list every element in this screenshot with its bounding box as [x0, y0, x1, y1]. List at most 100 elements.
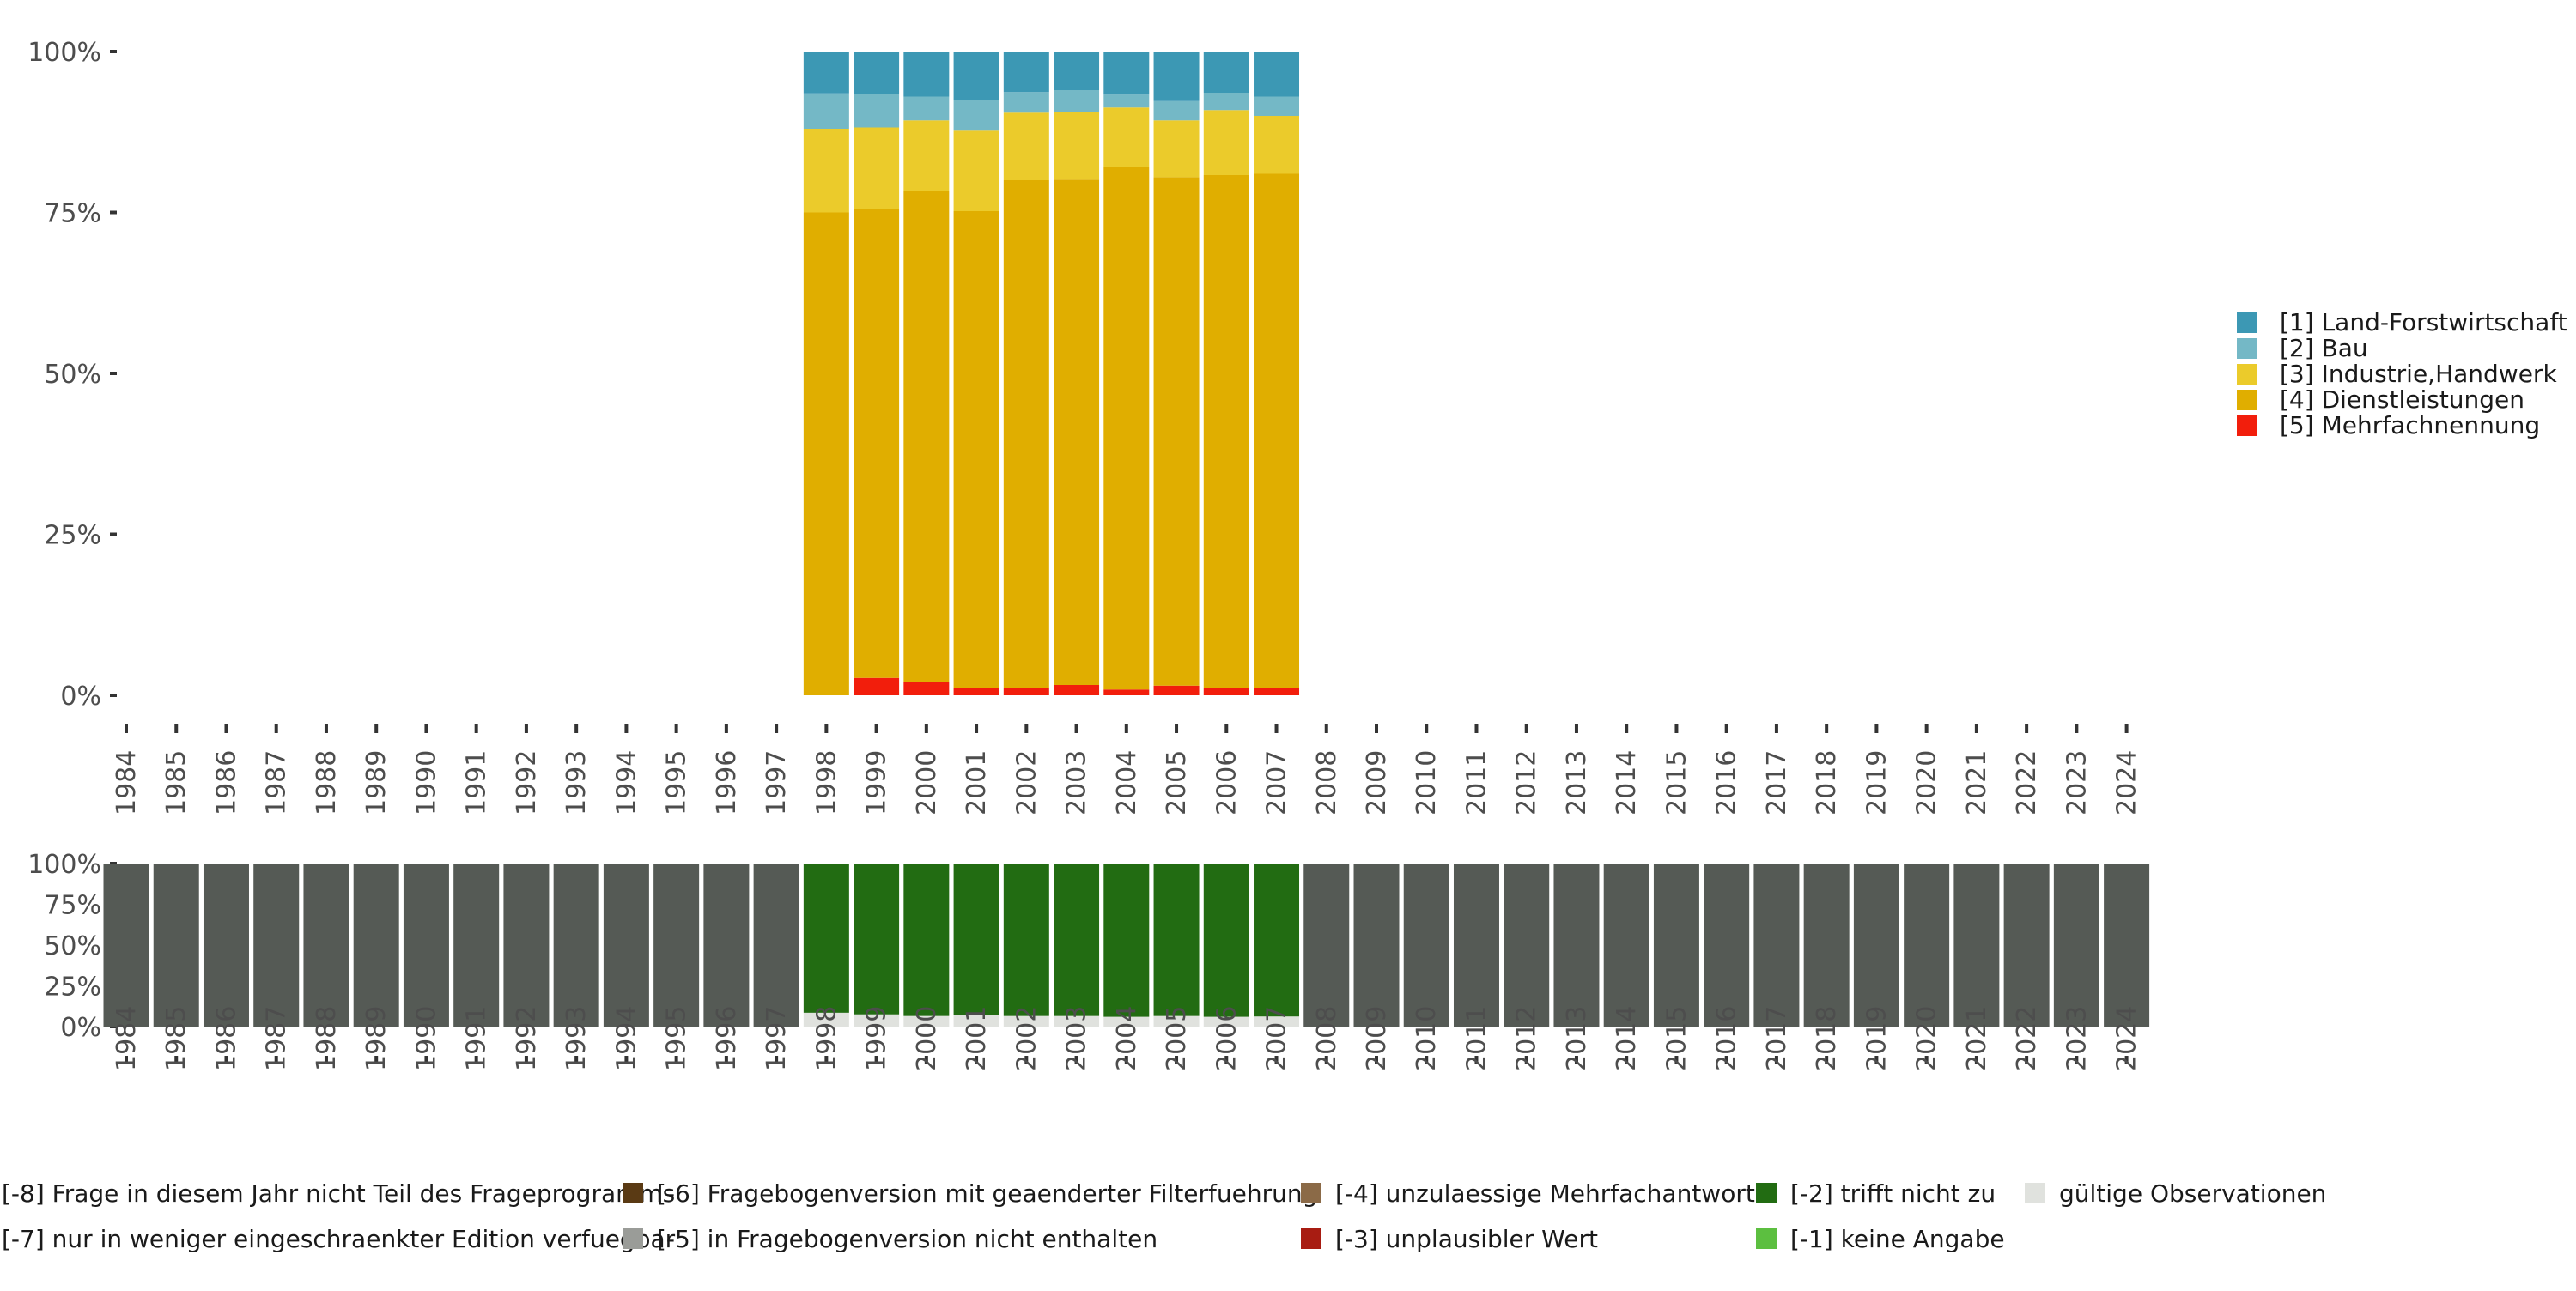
top-xtick-label: 2023	[2062, 750, 2092, 815]
top-xtick-label: 2008	[1312, 750, 1342, 815]
top-bar-2006	[1203, 175, 1249, 688]
bottom-bar-2017	[1753, 864, 1800, 1027]
top-xtick-label: 2009	[1362, 750, 1392, 815]
top-bar-2000	[903, 96, 950, 121]
bottom-xtick-label: 1995	[662, 1006, 692, 1071]
legend-swatch	[1756, 1228, 1777, 1249]
bottom-bar-2016	[1704, 864, 1750, 1027]
top-xtick-label: 2024	[2112, 750, 2142, 815]
bottom-bar-1989	[353, 864, 399, 1027]
bottom-bar-1988	[303, 864, 349, 1027]
legend-label: [-1] keine Angabe	[1790, 1225, 2005, 1253]
bottom-xtick-label: 2016	[1712, 1006, 1742, 1071]
top-xtick-label: 2018	[1812, 750, 1842, 815]
bottom-bar-2004	[1103, 864, 1150, 1017]
top-bar-1998	[803, 129, 849, 213]
top-bar-2003	[1054, 90, 1100, 112]
top-xtick-label: 2006	[1212, 750, 1242, 815]
top-bar-2004	[1103, 94, 1150, 108]
top-bar-2007	[1254, 116, 1300, 174]
bottom-bar-2012	[1504, 864, 1550, 1027]
bottom-bar-2000	[903, 1015, 950, 1027]
top-bar-2006	[1203, 52, 1249, 93]
legend-swatch	[623, 1183, 643, 1203]
legend-label: [-3] unplausibler Wert	[1335, 1225, 1598, 1253]
legend-swatch	[2237, 364, 2257, 385]
bottom-bar-1994	[603, 864, 649, 1027]
legend-label: [-4] unzulaessige Mehrfachantwort	[1335, 1179, 1755, 1208]
top-bar-2002	[1003, 52, 1049, 93]
top-bar-2005	[1153, 685, 1200, 695]
top-xtick-label: 1995	[662, 750, 692, 815]
top-bar-2005	[1153, 52, 1200, 101]
top-bar-2006	[1203, 110, 1249, 175]
top-xtick-label: 2012	[1512, 750, 1542, 815]
top-bar-2004	[1103, 107, 1150, 167]
bottom-ytick-label: 100%	[27, 850, 101, 880]
top-bar-2000	[903, 120, 950, 191]
top-bar-2006	[1203, 688, 1249, 695]
bottom-bar-2009	[1353, 864, 1400, 1027]
bottom-xtick-label: 2007	[1262, 1006, 1292, 1071]
bottom-xtick-label: 2003	[1062, 1006, 1092, 1071]
bottom-xtick-label: 2017	[1762, 1006, 1792, 1071]
bottom-bar-2002	[1003, 1015, 1049, 1027]
legend-label: [-7] nur in weniger eingeschraenkter Edi…	[2, 1225, 676, 1253]
bottom-xtick-label: 1991	[462, 1006, 492, 1071]
bottom-bar-1997	[753, 864, 799, 1027]
bottom-bar-1995	[653, 864, 700, 1027]
top-xtick-label: 2013	[1562, 750, 1592, 815]
top-bar-2002	[1003, 688, 1049, 695]
top-bar-2002	[1003, 92, 1049, 113]
top-ytick-label: 50%	[44, 360, 101, 390]
top-xtick-label: 2001	[962, 750, 992, 815]
top-bar-2003	[1054, 179, 1100, 685]
legend-swatch	[1301, 1228, 1321, 1249]
legend-swatch	[623, 1228, 643, 1249]
bottom-bar-2020	[1904, 864, 1950, 1027]
legend-swatch	[2237, 390, 2257, 410]
bottom-xtick-label: 1994	[611, 1006, 641, 1071]
top-xtick-label: 2003	[1062, 750, 1092, 815]
bottom-xtick-label: 1993	[562, 1006, 592, 1071]
bottom-bar-2023	[2053, 864, 2099, 1027]
top-bar-2007	[1254, 688, 1300, 695]
bottom-xtick-label: 2020	[1912, 1006, 1942, 1071]
bottom-bar-1984	[103, 864, 149, 1027]
top-bar-2002	[1003, 180, 1049, 688]
bottom-xtick-label: 1985	[161, 1006, 191, 1071]
legend-label: [4] Dienstleistungen	[2280, 385, 2524, 414]
bottom-bar-2018	[1803, 864, 1850, 1027]
top-bar-2007	[1254, 173, 1300, 688]
legend-label: gültige Observationen	[2059, 1179, 2326, 1208]
top-bar-2007	[1254, 52, 1300, 97]
top-xtick-label: 2005	[1162, 750, 1192, 815]
top-xtick-label: 2020	[1912, 750, 1942, 815]
bottom-bar-1996	[703, 864, 750, 1027]
bottom-xtick-label: 1992	[512, 1006, 542, 1071]
bottom-bar-2022	[2003, 864, 2050, 1027]
bottom-bar-1986	[203, 864, 249, 1027]
bottom-bar-2013	[1553, 864, 1600, 1027]
bottom-bar-2021	[1953, 864, 2000, 1027]
top-xtick-label: 2007	[1262, 750, 1292, 815]
top-bar-1999	[854, 94, 900, 128]
bottom-bar-2007	[1254, 864, 1300, 1017]
bottom-bar-1987	[253, 864, 300, 1027]
top-xtick-label: 1989	[361, 750, 392, 815]
bottom-xtick-label: 2005	[1162, 1006, 1192, 1071]
top-bar-2005	[1153, 177, 1200, 686]
bottom-bar-1992	[503, 864, 550, 1027]
top-bar-2007	[1254, 96, 1300, 116]
top-xtick-label: 2000	[912, 750, 942, 815]
top-bar-1999	[854, 677, 900, 695]
top-bar-2003	[1054, 112, 1100, 180]
top-bar-2001	[953, 211, 999, 688]
bottom-xtick-label: 2014	[1612, 1006, 1642, 1071]
bottom-xtick-label: 1987	[262, 1006, 292, 1071]
top-bar-2000	[903, 52, 950, 97]
top-xtick-label: 1988	[312, 750, 342, 815]
bottom-bar-2005	[1153, 1015, 1200, 1027]
bottom-chart-panel: 0% 25% 50% 75% 100% 1984 1985 1986 1987 1988 1989 1…	[27, 850, 2150, 1071]
bottom-xtick-label: 2004	[1112, 1006, 1142, 1071]
